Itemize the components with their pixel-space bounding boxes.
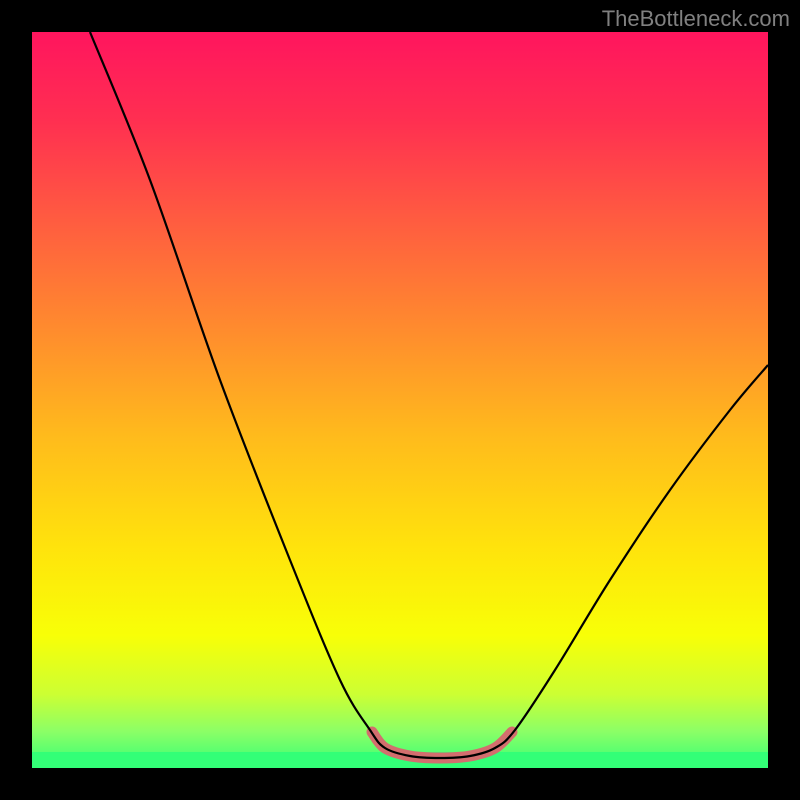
watermark-text: TheBottleneck.com [602,6,790,32]
plot-background [32,32,768,768]
chart-container: TheBottleneck.com [0,0,800,800]
bottleneck-curve-chart [0,0,800,800]
